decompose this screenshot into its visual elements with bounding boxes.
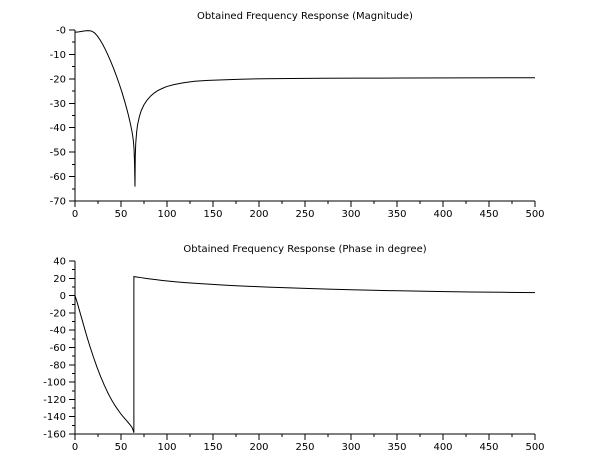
y-tick-label: -120 xyxy=(43,395,66,406)
x-tick-label: 300 xyxy=(341,209,360,220)
x-tick-label: 150 xyxy=(203,209,222,220)
x-tick-label: 250 xyxy=(295,442,314,453)
x-tick-label: 100 xyxy=(157,209,176,220)
x-tick-label: 500 xyxy=(525,209,544,220)
y-tick-label: -0 xyxy=(56,26,66,37)
y-tick-label: -60 xyxy=(50,343,66,354)
x-tick-label: 350 xyxy=(387,442,406,453)
magnitude-plot: 0 50 100 150 200 250 300 350 400 450 500 -0 -10 -20 -3… xyxy=(50,26,545,221)
y-tick-label: 40 xyxy=(53,257,66,268)
y-tick-label: 20 xyxy=(53,274,66,285)
x-tick-label: 200 xyxy=(249,442,268,453)
x-tick-label: 400 xyxy=(433,442,452,453)
x-tick-label: 350 xyxy=(387,209,406,220)
magnitude-plot-title: Obtained Frequency Response (Magnitude) xyxy=(197,11,413,22)
y-tick-label: 0 xyxy=(60,291,66,302)
y-tick-label: -160 xyxy=(43,430,66,441)
phase-plot: 0 50 100 150 200 250 300 350 400 450 50040200-20-4… xyxy=(43,257,544,454)
y-tick-label: -30 xyxy=(50,99,66,110)
y-tick-label: -70 xyxy=(50,197,66,208)
y-tick-label: -100 xyxy=(43,378,66,389)
y-tick-label: -10 xyxy=(50,50,66,61)
y-tick-label: -80 xyxy=(50,360,66,371)
y-tick-label: -40 xyxy=(50,123,66,134)
y-tick-label: -140 xyxy=(43,412,66,423)
x-tick-label: 0 xyxy=(72,209,78,220)
x-tick-label: 450 xyxy=(479,209,498,220)
x-tick-label: 200 xyxy=(249,209,268,220)
y-tick-label: -40 xyxy=(50,326,66,337)
y-tick-label: -60 xyxy=(50,172,66,183)
x-tick-label: 400 xyxy=(433,209,452,220)
y-tick-label: -20 xyxy=(50,74,66,85)
y-tick-label: -50 xyxy=(50,148,66,159)
x-tick-label: 50 xyxy=(115,442,128,453)
x-tick-label: 100 xyxy=(157,442,176,453)
phase-plot-title: Obtained Frequency Response (Phase in de… xyxy=(183,244,427,255)
x-tick-label: 300 xyxy=(341,442,360,453)
x-tick-label: 50 xyxy=(115,209,128,220)
x-tick-label: 500 xyxy=(525,442,544,453)
y-tick-label: -20 xyxy=(50,308,66,319)
x-tick-label: 250 xyxy=(295,209,314,220)
x-tick-label: 450 xyxy=(479,442,498,453)
x-tick-label: 0 xyxy=(72,442,78,453)
magnitude-curve xyxy=(74,30,536,187)
phase-curve xyxy=(74,275,536,433)
x-tick-label: 150 xyxy=(203,442,222,453)
